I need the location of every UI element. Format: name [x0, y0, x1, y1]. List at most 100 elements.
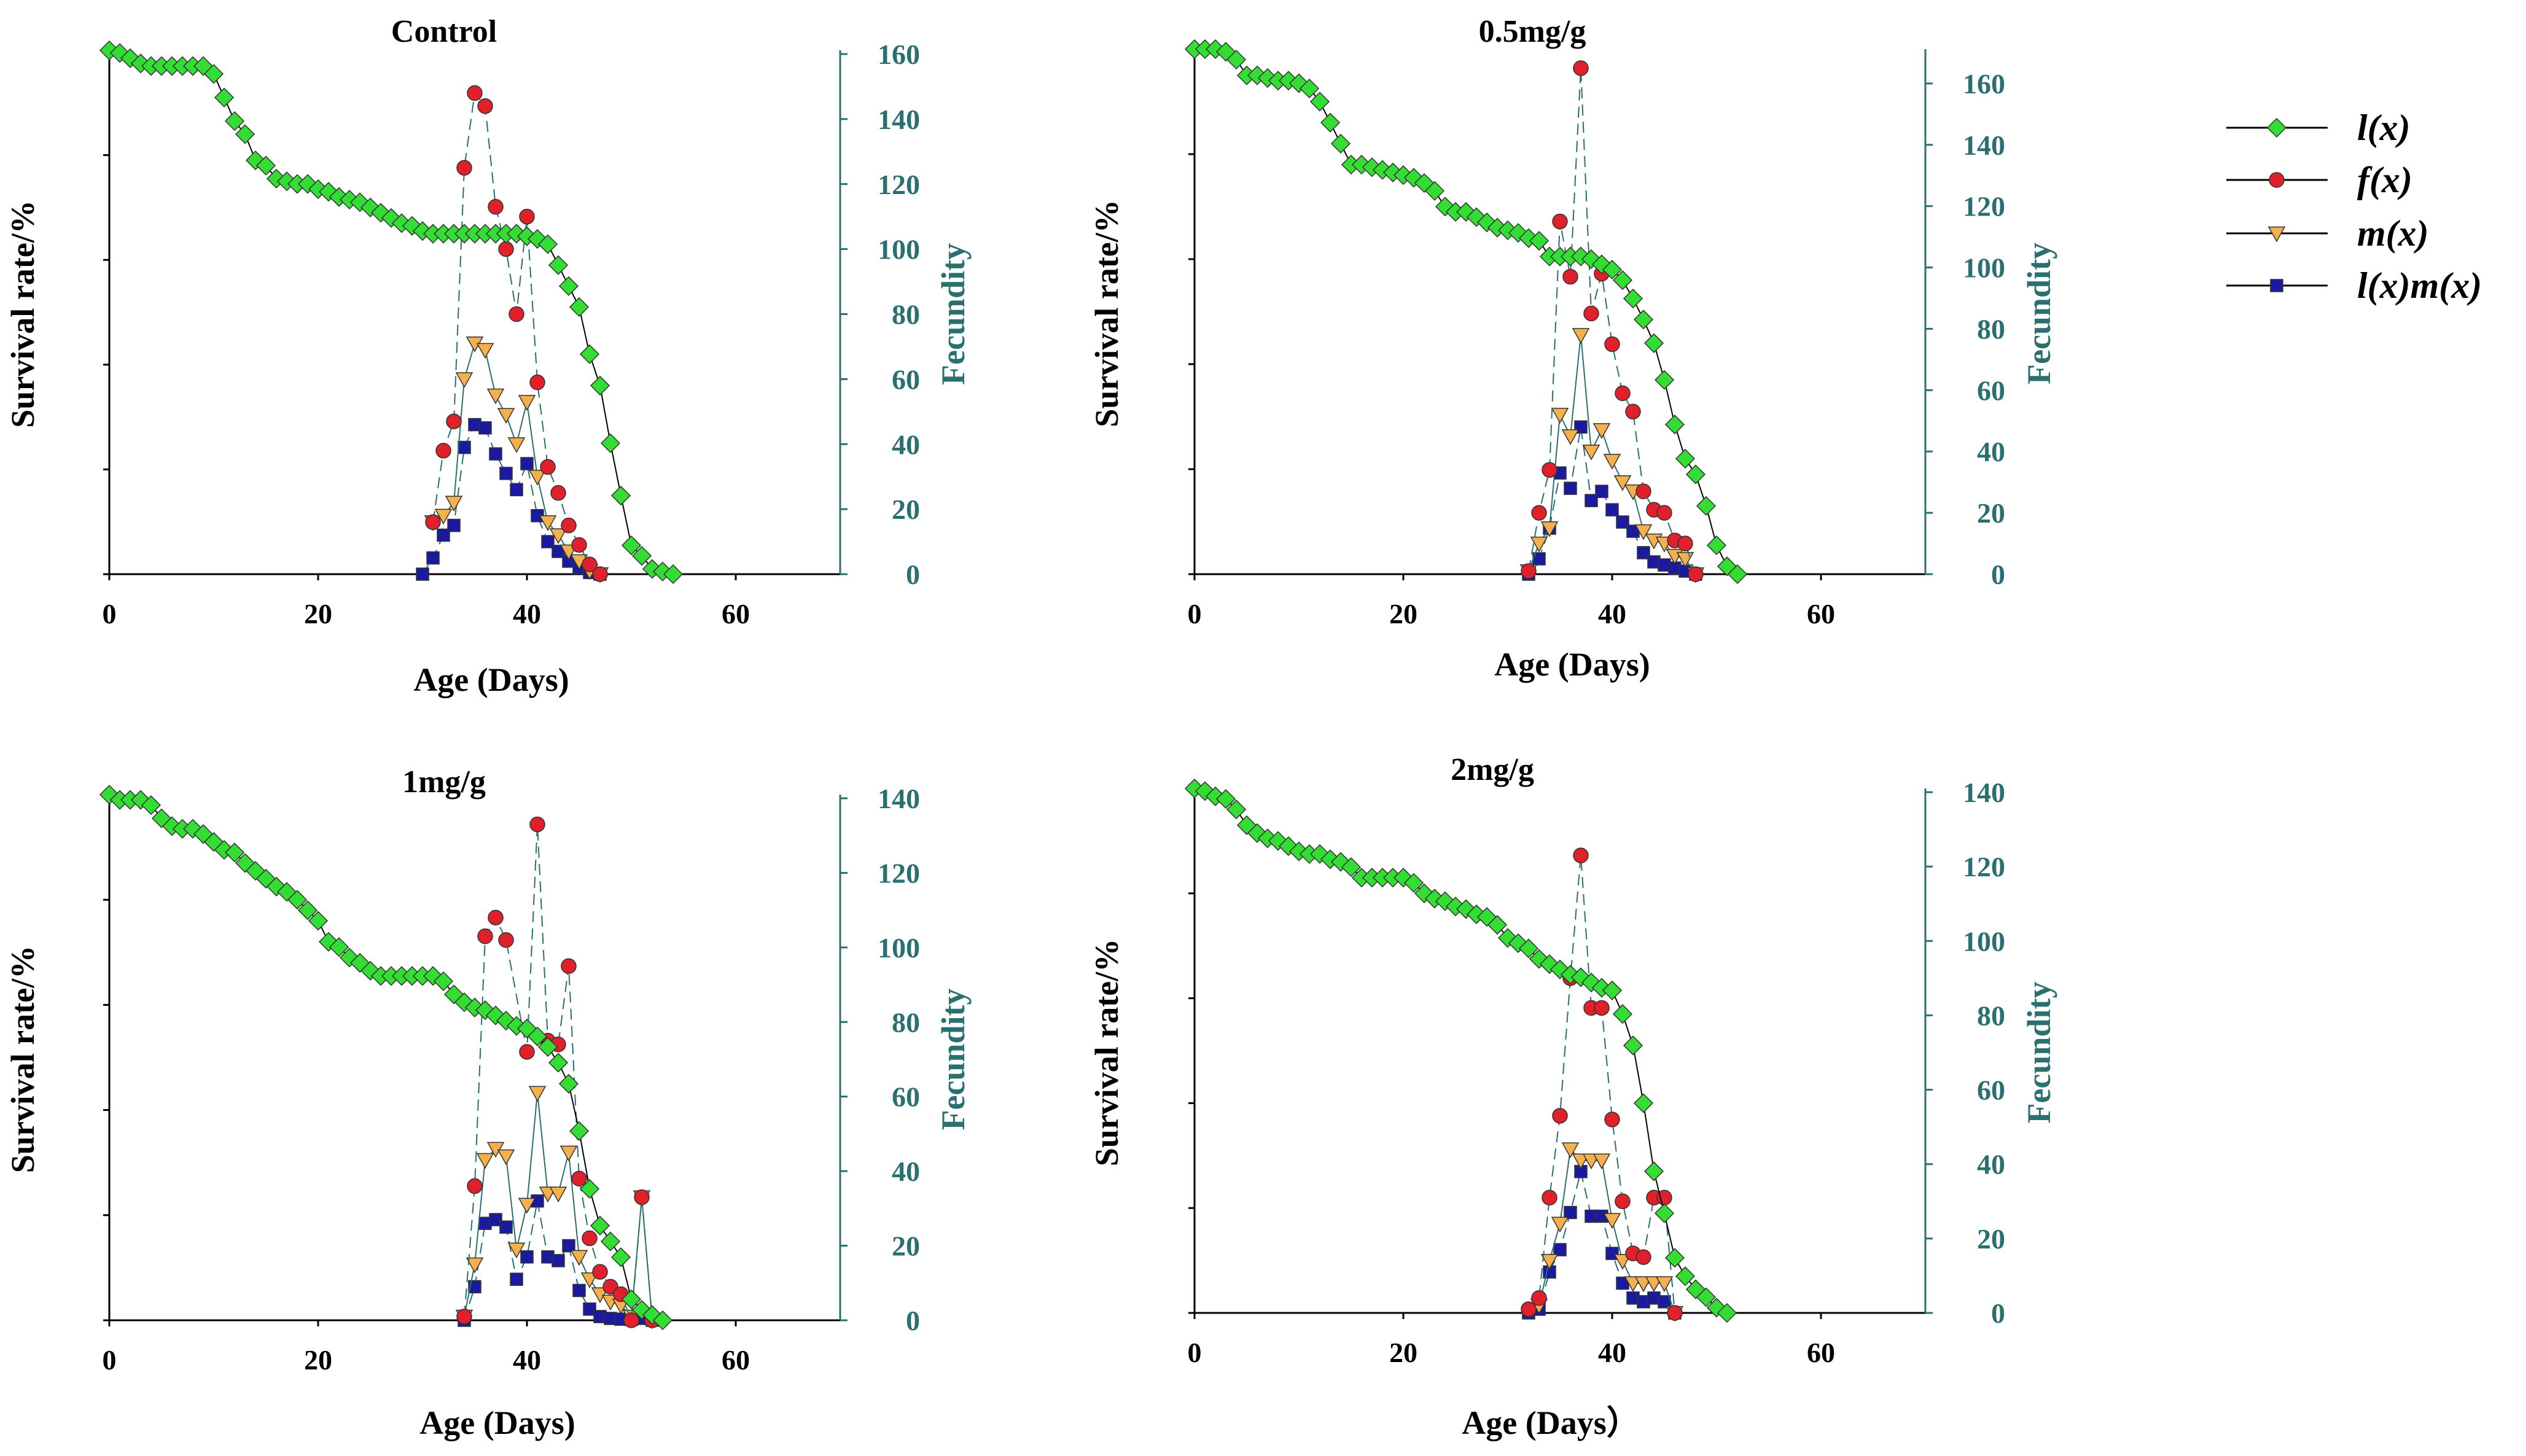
right-tick-label: 120	[1963, 851, 2005, 882]
point-mx	[528, 1086, 547, 1102]
point-lx	[590, 375, 610, 395]
point-lx	[1623, 1035, 1643, 1056]
x-axis-label: Age (Days)	[413, 661, 569, 698]
x-axis-label: Age (Days)	[419, 1404, 575, 1441]
y2-axis-label: Fecundity	[2021, 243, 2057, 384]
point-lx	[255, 155, 276, 176]
right-tick-label: 120	[1963, 191, 2005, 222]
point-fx	[1562, 268, 1578, 285]
point-fx	[571, 537, 587, 553]
legend-label-mx: m(x)	[2357, 213, 2429, 254]
point-lx	[1299, 79, 1320, 99]
point-lxmx	[426, 551, 440, 565]
point-lx	[548, 1053, 569, 1073]
point-fx	[519, 208, 535, 225]
y-axis-label: Survival rate/%	[1088, 200, 1125, 427]
series-lx	[99, 40, 684, 585]
point-lx	[1696, 496, 1717, 516]
x-tick-label: 0	[1188, 1337, 1202, 1368]
point-lx	[214, 87, 235, 107]
point-fx	[1583, 305, 1599, 322]
x-tick-label: 60	[1807, 598, 1835, 629]
series-line-lx	[1195, 49, 1738, 575]
legend-item-lxmx: l(x)m(x)	[2226, 265, 2482, 306]
x-tick-label: 60	[1807, 1337, 1835, 1368]
point-lx	[308, 911, 329, 931]
right-tick-label: 20	[892, 494, 920, 525]
x-tick-label: 20	[1389, 598, 1417, 629]
point-lx	[621, 1289, 642, 1309]
point-mx	[539, 515, 557, 531]
point-mx	[434, 508, 453, 525]
point-lx	[1612, 1004, 1633, 1024]
series-lx	[99, 784, 673, 1331]
point-mx	[1572, 328, 1590, 345]
point-lx	[203, 64, 224, 84]
point-fx	[1604, 336, 1620, 352]
right-tick-label: 20	[1977, 1223, 2005, 1255]
right-tick-label: 80	[1977, 313, 2005, 345]
legend-marker-shape	[2270, 279, 2283, 292]
point-lx	[287, 890, 308, 910]
point-lx	[1602, 980, 1623, 1000]
x-tick-label: 0	[1188, 598, 1202, 629]
point-fx	[1667, 1305, 1683, 1321]
point-fx	[488, 909, 504, 926]
point-fx	[1615, 1193, 1631, 1210]
point-lx	[590, 1215, 610, 1236]
point-lxmx	[1564, 481, 1577, 495]
legend-item-mx: m(x)	[2226, 213, 2429, 254]
point-lx	[1341, 857, 1362, 878]
point-fx	[477, 928, 493, 944]
point-mx	[476, 343, 494, 359]
point-fx	[582, 556, 598, 572]
point-lxmx	[510, 1272, 523, 1286]
point-mx	[580, 1272, 599, 1288]
point-fx	[1542, 462, 1557, 478]
y2-axis-label: Fecundity	[935, 988, 972, 1130]
point-fx	[529, 816, 545, 833]
legend-item-lx: l(x)	[2226, 107, 2411, 148]
series-lxmx	[458, 1194, 659, 1327]
point-mx	[1634, 524, 1653, 540]
point-lx	[1727, 564, 1748, 585]
point-lxmx	[1637, 546, 1650, 559]
legend-marker-shape	[2266, 117, 2287, 138]
point-fx	[467, 85, 483, 101]
point-fx	[1573, 847, 1589, 863]
point-lx	[1226, 50, 1247, 70]
series-line-fx	[1528, 855, 1675, 1314]
legend-item-fx: f(x)	[2226, 160, 2412, 200]
point-lx	[1706, 535, 1727, 556]
point-mx	[549, 1186, 567, 1203]
point-fx	[498, 241, 514, 257]
point-lx	[1654, 1203, 1675, 1223]
legend-label-lx: l(x)	[2357, 107, 2411, 148]
point-lx	[579, 1178, 600, 1199]
point-lx	[1215, 789, 1236, 809]
point-lx	[1696, 1287, 1717, 1307]
legend: l(x) f(x) m(x) l(x)m(x)	[2226, 107, 2482, 306]
point-fx	[456, 1309, 472, 1325]
point-lx	[1643, 333, 1664, 353]
point-fx	[1635, 1249, 1651, 1265]
series-lxmx	[1522, 1165, 1682, 1320]
right-tick-label: 120	[878, 857, 920, 889]
point-mx	[1613, 1254, 1632, 1270]
point-lxmx	[499, 467, 513, 480]
point-mx	[570, 1250, 588, 1266]
panel-title: 2mg/g	[1451, 752, 1534, 787]
point-mx	[445, 496, 463, 512]
point-lx	[663, 564, 684, 585]
point-fx	[1594, 1000, 1610, 1016]
y-axis-label: Survival rate/%	[1088, 939, 1125, 1166]
point-mx	[1540, 521, 1559, 537]
point-lx	[224, 843, 245, 863]
y-axis-label: Survival rate/%	[4, 946, 41, 1173]
point-mx	[486, 388, 505, 405]
point-lx	[1717, 1302, 1737, 1323]
point-mx	[507, 1242, 526, 1259]
point-fx	[1552, 213, 1568, 230]
point-fx	[1531, 505, 1547, 521]
